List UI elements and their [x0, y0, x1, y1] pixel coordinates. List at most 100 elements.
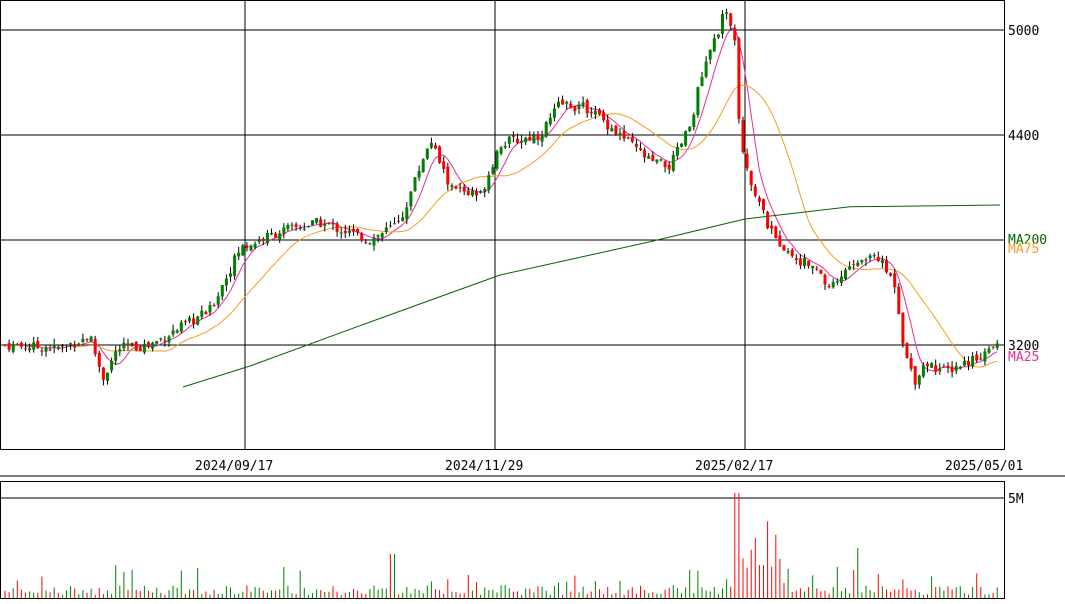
candle-body [311, 220, 314, 226]
candle-body [708, 49, 712, 60]
volume-bar [541, 586, 543, 598]
volume-bar [20, 589, 22, 598]
volume-bar [353, 589, 354, 598]
volume-bar [148, 590, 149, 598]
volume-bar [45, 590, 47, 598]
volume-bar [881, 586, 883, 598]
volume-bar [180, 570, 182, 598]
volume-bar [115, 565, 117, 598]
volume-bar [758, 565, 760, 598]
candle-body [712, 38, 716, 52]
volume-bar [119, 585, 121, 598]
volume-bar [29, 591, 31, 598]
price-panel-frame [0, 0, 1005, 450]
volume-bar [890, 591, 892, 598]
volume-bar [463, 593, 465, 598]
volume-bar [910, 590, 912, 598]
volume-bar [517, 591, 518, 598]
candle-body [118, 349, 122, 352]
candle-body [655, 159, 659, 163]
candle-body [913, 366, 917, 385]
volume-bar [348, 592, 350, 598]
candle-body [372, 237, 376, 246]
candle-body [901, 312, 905, 344]
volume-bar [250, 591, 252, 598]
candle-body [40, 350, 44, 352]
candle-body [909, 357, 913, 369]
candle-body [893, 273, 897, 288]
candle-body [401, 217, 405, 222]
volume-bar [160, 592, 162, 598]
candle-body [298, 228, 302, 230]
volume-bar [906, 588, 908, 598]
candle-body [134, 342, 138, 351]
candle-body [790, 249, 794, 256]
volume-bar [8, 592, 10, 598]
volume-bar [49, 592, 51, 598]
volume-bar [521, 594, 523, 598]
volume-bar [763, 565, 764, 598]
candle-body [491, 167, 495, 174]
volume-bar [927, 594, 928, 598]
volume-bar [381, 588, 383, 598]
candle-body [265, 232, 269, 244]
volume-bar [61, 594, 63, 598]
candle-body [753, 186, 757, 196]
volume-bar [398, 594, 400, 598]
candle-body [979, 358, 983, 360]
candle-body [823, 274, 827, 285]
volume-bar [143, 585, 145, 598]
volume-bar [562, 594, 564, 598]
candle-body [967, 361, 970, 366]
volume-bar [291, 593, 293, 598]
volume-bar [135, 589, 137, 598]
volume-bar [127, 589, 129, 598]
candle-body [192, 318, 196, 324]
candle-body [528, 136, 532, 141]
candle-body [721, 13, 724, 34]
candle-body [680, 143, 683, 147]
volume-bar [746, 567, 748, 598]
moving-average-lines [25, 26, 1001, 388]
volume-bar [107, 590, 108, 598]
candle-body [807, 260, 811, 266]
volume-bar [869, 590, 871, 598]
candle-body [921, 365, 925, 377]
candle-body [32, 342, 36, 350]
candlesticks [3, 8, 999, 390]
legend-ma75: MA75 [1008, 242, 1039, 257]
candle-body [569, 103, 573, 109]
volume-bar [804, 591, 805, 598]
volume-bar [849, 593, 851, 598]
volume-bar [976, 573, 978, 598]
volume-bar [189, 589, 190, 598]
candle-body [659, 159, 663, 161]
candle-body [446, 166, 450, 185]
volume-bar [676, 588, 678, 598]
volume-bar [607, 586, 609, 598]
candle-body [466, 190, 470, 196]
volume-bar [164, 594, 166, 598]
candle-body [216, 296, 220, 305]
candle-body [803, 258, 806, 267]
volume-bar [435, 589, 436, 598]
candle-body [971, 356, 975, 367]
volume-bar [586, 593, 588, 598]
volume-bar [394, 554, 395, 598]
candle-body [938, 369, 942, 372]
candle-body [729, 13, 733, 26]
candle-body [786, 250, 790, 253]
volume-bar [955, 587, 957, 598]
volume-bar [619, 580, 621, 598]
volume-bar [963, 593, 965, 598]
candle-body [815, 268, 819, 270]
volume-bar [824, 590, 826, 598]
candle-body [757, 197, 761, 202]
volume-bar [656, 593, 658, 598]
volume-bar [660, 593, 662, 598]
volume-bar [603, 594, 605, 598]
volume-bar [312, 593, 313, 598]
candle-body [380, 233, 384, 238]
candle-body [409, 191, 413, 207]
volume-bar [590, 591, 592, 598]
